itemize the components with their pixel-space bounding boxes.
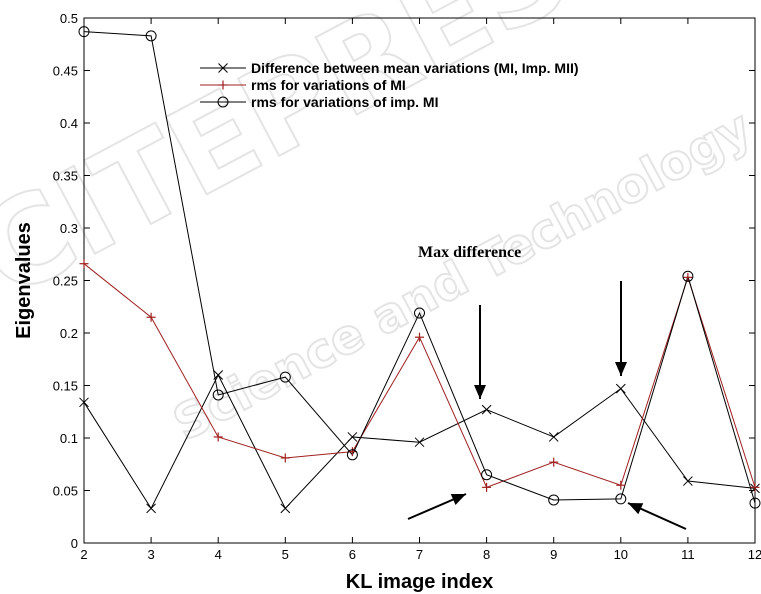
- data-point: [212, 389, 224, 401]
- data-point: [482, 482, 492, 492]
- y-tick-label: 0.1: [60, 431, 78, 446]
- series-line-2: [83, 31, 756, 504]
- y-axis-label: Eigenvalues: [13, 222, 35, 339]
- arrow-to-point-8: [407, 493, 467, 520]
- data-point: [280, 453, 290, 463]
- data-point: [481, 404, 492, 415]
- annotation-max-difference: Max difference: [418, 244, 521, 261]
- data-point: [749, 497, 761, 509]
- data-point: [146, 503, 156, 514]
- y-tick-label: 0.05: [53, 484, 78, 499]
- arrow-to-point-10: [627, 502, 687, 530]
- data-point: [750, 482, 760, 492]
- annotation-arrows: [407, 281, 687, 530]
- data-point: [549, 457, 559, 467]
- data-point: [79, 259, 89, 269]
- data-point: [481, 469, 493, 481]
- data-point: [213, 370, 224, 380]
- data-point: [79, 397, 89, 408]
- data-point: [346, 449, 358, 461]
- data-point: [415, 332, 424, 342]
- legend-entry-0: Difference between mean variations (MI, …: [251, 60, 579, 76]
- data-point: [146, 312, 156, 322]
- x-tick-label: 12: [748, 547, 761, 562]
- y-tick-label: 0.4: [60, 116, 78, 131]
- data-point: [145, 30, 157, 42]
- x-axis-label: KL image index: [346, 571, 493, 593]
- data-point: [213, 432, 223, 442]
- axis-ticks: 2 3 4 5 6 7 8 9 10 11 12 0 0.05 0.1 0.15 0.2 0.25 0.3 0.35…: [53, 11, 761, 562]
- data-point: [615, 493, 627, 505]
- x-tick-label: 4: [215, 547, 222, 562]
- data-point: [78, 26, 90, 38]
- data-point: [279, 371, 291, 383]
- x-tick-label: 5: [282, 547, 289, 562]
- legend: Difference between mean variations (MI, …: [200, 60, 579, 110]
- y-tick-label: 0.5: [60, 11, 78, 26]
- data-point: [683, 476, 693, 486]
- x-tick-label: 10: [614, 547, 628, 562]
- y-tick-label: 0.2: [60, 326, 78, 341]
- x-tick-label: 6: [349, 547, 356, 562]
- data-point: [683, 272, 693, 282]
- y-tick-label: 0.3: [60, 221, 78, 236]
- legend-marker-1: [218, 80, 228, 90]
- x-tick-label: 2: [80, 547, 87, 562]
- y-tick-label: 0.25: [53, 274, 78, 289]
- y-tick-label: 0.45: [53, 64, 78, 79]
- y-tick-label: 0.15: [53, 379, 78, 394]
- x-tick-label: 7: [416, 547, 423, 562]
- legend-marker-0: [218, 63, 228, 73]
- y-tick-label: 0: [71, 536, 78, 551]
- data-point: [548, 494, 560, 506]
- arrow-down-at-8: [474, 305, 486, 399]
- y-tick-label: 0.35: [53, 169, 78, 184]
- data-point: [414, 307, 425, 319]
- data-point: [347, 432, 358, 442]
- data-point: [414, 437, 425, 448]
- data-point: [280, 503, 291, 514]
- watermark-text-0: SCITEPRESS: [0, 0, 663, 367]
- legend-entry-2: rms for variations of imp. MI: [251, 94, 438, 110]
- data-point: [616, 480, 626, 490]
- x-tick-label: 11: [681, 547, 695, 562]
- data-point: [682, 270, 694, 282]
- legend-marker-2: [217, 96, 229, 108]
- arrow-down-at-10: [615, 281, 627, 376]
- legend-entry-1: rms for variations of MI: [251, 77, 406, 93]
- x-tick-label: 9: [550, 547, 557, 562]
- data-point: [615, 383, 626, 394]
- series-markers: [78, 26, 761, 514]
- data-point: [548, 432, 559, 442]
- x-tick-label: 3: [147, 547, 154, 562]
- data-point: [347, 447, 357, 457]
- x-tick-label: 8: [483, 547, 490, 562]
